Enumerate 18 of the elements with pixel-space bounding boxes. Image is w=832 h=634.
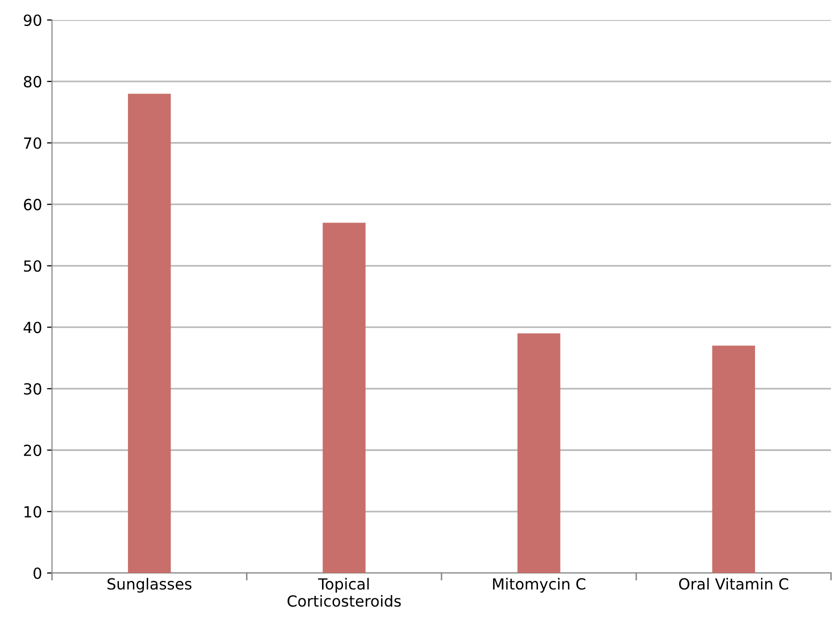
y-tick-label: 70 [24,137,42,149]
y-tick-label: 10 [24,506,42,518]
y-tick-label: 30 [24,383,42,395]
x-tick-label: Oral Vitamin C [679,578,788,590]
x-tick-label: Mitomycin C [493,578,586,593]
bar [712,346,756,573]
x-tick-label: Topical Corticosteroids [288,578,401,607]
bar [322,222,366,573]
y-tick-label: 50 [24,260,42,272]
bar [517,333,560,573]
y-tick-label: 0 [34,567,42,580]
x-tick-label: Sunglasses [108,578,192,593]
bar [128,94,171,573]
y-tick-label: 60 [24,198,42,210]
y-tick-label: 80 [24,76,42,88]
y-tick-label: 40 [24,322,42,334]
y-tick-label: 20 [24,444,42,456]
y-tick-label: 90 [24,14,42,26]
